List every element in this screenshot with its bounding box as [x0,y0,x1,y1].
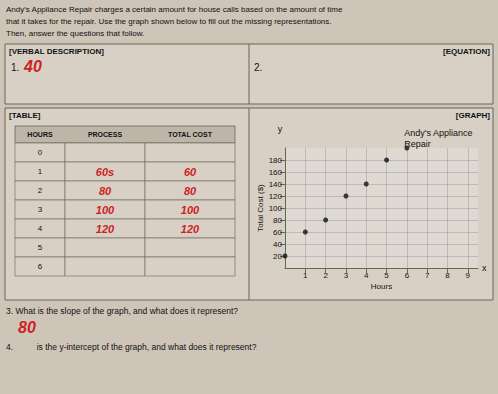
svg-text:120: 120 [181,223,200,235]
svg-text:PROCESS: PROCESS [88,131,123,138]
svg-text:80: 80 [273,216,282,225]
svg-text:0: 0 [38,148,43,157]
svg-text:5: 5 [38,243,43,252]
svg-text:4: 4 [364,271,369,280]
svg-text:6: 6 [405,271,410,280]
svg-text:x: x [482,263,487,273]
svg-text:120: 120 [269,192,283,201]
svg-text:60s: 60s [96,166,114,178]
svg-text:y: y [278,124,283,134]
svg-text:80: 80 [18,319,36,336]
svg-text:120: 120 [96,223,115,235]
svg-text:[GRAPH]: [GRAPH] [456,111,491,120]
svg-text:20: 20 [273,252,282,261]
svg-text:80: 80 [99,185,112,197]
svg-text:160: 160 [269,168,283,177]
svg-text:HOURS: HOURS [27,131,53,138]
svg-text:1.: 1. [11,62,19,73]
svg-text:3: 3 [38,205,43,214]
svg-text:TOTAL COST: TOTAL COST [168,131,213,138]
svg-text:[VERBAL DESCRIPTION]: [VERBAL DESCRIPTION] [9,47,104,56]
svg-text:7: 7 [425,271,430,280]
svg-text:140: 140 [269,180,283,189]
svg-text:5: 5 [384,271,389,280]
svg-text:4. is the y-intercept: 4. is the y-intercept of the graph, and … [6,342,257,352]
svg-text:2: 2 [323,271,328,280]
svg-text:Then, answer the questions tha: Then, answer the questions that follow. [6,29,144,38]
svg-text:40: 40 [273,240,282,249]
svg-text:60: 60 [273,228,282,237]
svg-text:80: 80 [184,185,197,197]
svg-text:Andy's Appliance Repair charge: Andy's Appliance Repair charges a certai… [6,5,343,14]
svg-text:1: 1 [38,167,43,176]
svg-text:2: 2 [38,186,43,195]
svg-text:180: 180 [269,156,283,165]
svg-text:3: 3 [344,271,349,280]
svg-text:6: 6 [38,262,43,271]
svg-text:2.: 2. [254,62,262,73]
svg-text:3. What is the slope of the gr: 3. What is the slope of the graph, and w… [6,306,238,316]
svg-text:60: 60 [184,166,197,178]
svg-text:8: 8 [445,271,450,280]
svg-text:that it takes for the repair.: that it takes for the repair. Use the gr… [6,17,332,26]
svg-text:100: 100 [269,204,283,213]
svg-text:Hours: Hours [371,282,392,291]
svg-text:Andy's Appliance: Andy's Appliance [404,128,472,138]
svg-text:40: 40 [23,58,42,75]
svg-text:9: 9 [466,271,471,280]
svg-text:4: 4 [38,224,43,233]
svg-text:Total Cost ($): Total Cost ($) [256,184,265,232]
svg-text:1: 1 [303,271,308,280]
svg-text:[EQUATION]: [EQUATION] [443,47,490,56]
svg-text:Repair: Repair [404,139,431,149]
svg-text:100: 100 [181,204,200,216]
svg-text:100: 100 [96,204,115,216]
svg-text:[TABLE]: [TABLE] [9,111,41,120]
